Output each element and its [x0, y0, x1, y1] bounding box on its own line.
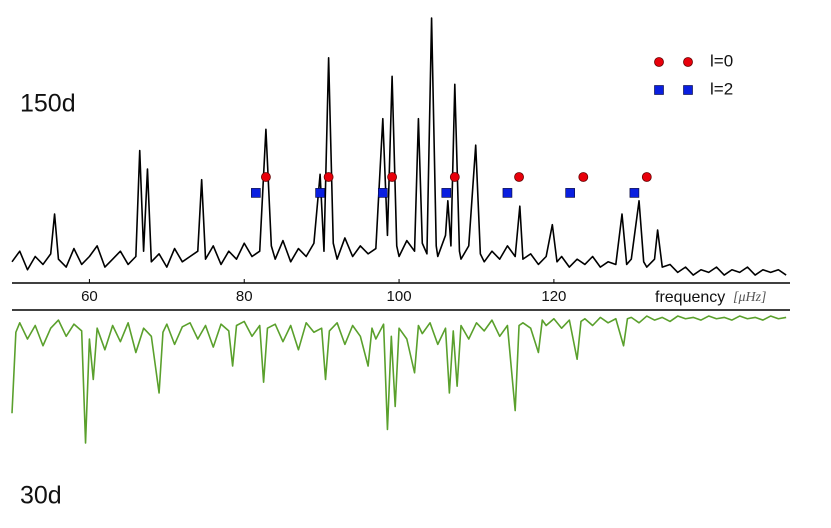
mode-marker — [251, 188, 261, 198]
spectrum-line — [11, 315, 787, 444]
mode-marker — [565, 188, 575, 198]
x-tick-label: 60 — [81, 288, 98, 305]
mode-marker — [502, 188, 513, 198]
legend-label: l=2 — [710, 79, 733, 98]
x-tick-label: 100 — [387, 288, 412, 305]
x-axis-label: frequency — [655, 289, 725, 306]
mode-marker — [514, 172, 524, 182]
mode-marker — [323, 172, 334, 182]
x-tick-label: 80 — [236, 288, 253, 305]
legend-symbol — [654, 57, 664, 67]
spectrum-line — [11, 17, 787, 276]
mode-marker — [378, 188, 388, 198]
legend-symbol — [654, 85, 664, 95]
legend-symbol — [683, 85, 693, 95]
mode-marker — [261, 172, 271, 182]
x-tick-label: 120 — [541, 288, 566, 305]
mode-marker — [641, 172, 652, 182]
mode-marker — [441, 188, 452, 198]
x-axis-unit: [μHz] — [733, 290, 766, 305]
mode-marker — [315, 188, 325, 198]
legend-label: l=0 — [710, 51, 733, 70]
mode-marker — [578, 172, 589, 182]
legend-symbol — [683, 57, 693, 67]
mode-marker — [387, 172, 397, 182]
mode-marker — [449, 172, 460, 182]
mode-marker — [629, 188, 640, 198]
panel-label: 150d — [20, 90, 76, 118]
panel-label: 30d — [20, 482, 62, 510]
